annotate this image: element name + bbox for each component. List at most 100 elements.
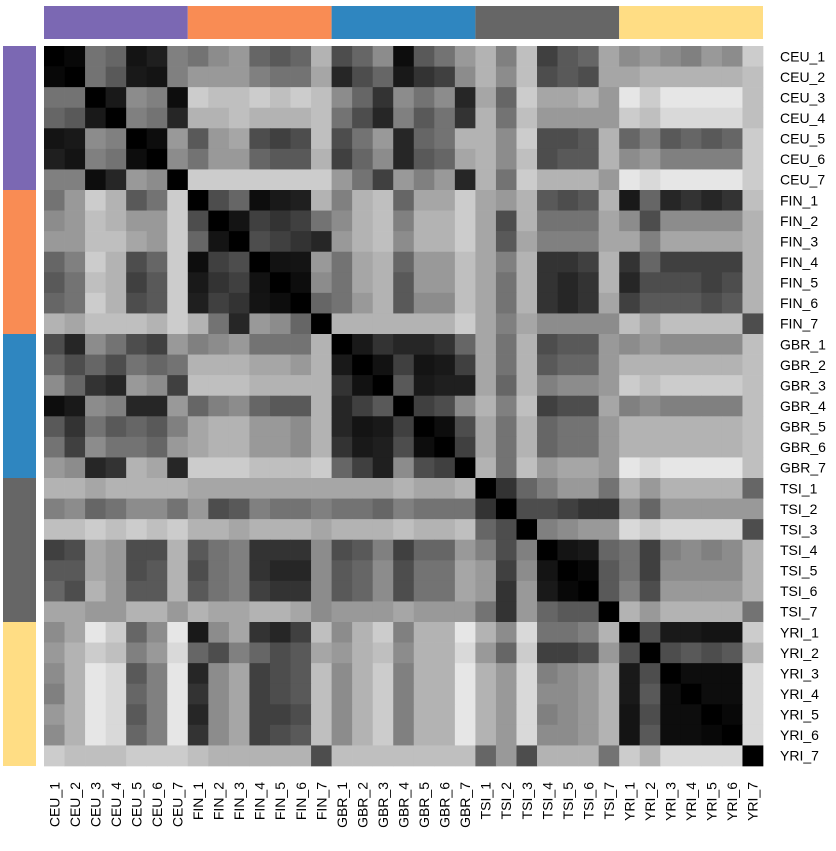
heatmap-cell-FIN_3-YRI_5 xyxy=(701,231,723,253)
heatmap-cell-GBR_6-FIN_6 xyxy=(290,436,312,458)
heatmap-cell-FIN_4-TSI_4 xyxy=(537,251,558,273)
heatmap-cell-GBR_4-GBR_5 xyxy=(413,395,435,417)
heatmap-cell-YRI_7-YRI_4 xyxy=(680,745,702,767)
heatmap-cell-YRI_1-FIN_1 xyxy=(187,622,209,643)
heatmap-cell-YRI_1-CEU_5 xyxy=(126,622,148,643)
heatmap-cell-YRI_3-FIN_3 xyxy=(228,663,250,685)
heatmap-cell-TSI_6-FIN_4 xyxy=(249,580,271,602)
heatmap-cell-GBR_4-FIN_7 xyxy=(311,395,332,417)
row-group-bar-tsi xyxy=(3,478,36,622)
heatmap-cell-TSI_7-YRI_4 xyxy=(680,601,702,623)
heatmap-cell-YRI_2-TSI_2 xyxy=(495,642,517,664)
heatmap-cell-FIN_3-FIN_1 xyxy=(187,231,209,253)
heatmap-cell-YRI_1-GBR_2 xyxy=(352,622,374,643)
heatmap-cell-TSI_1-YRI_6 xyxy=(721,478,743,499)
heatmap-cell-FIN_3-YRI_1 xyxy=(619,231,641,253)
heatmap-cell-TSI_1-TSI_6 xyxy=(578,478,599,499)
heatmap-cell-TSI_7-FIN_4 xyxy=(249,601,271,623)
heatmap-cell-FIN_7-FIN_7 xyxy=(311,313,332,335)
heatmap-cell-CEU_7-TSI_3 xyxy=(516,169,538,191)
heatmap-cell-TSI_4-TSI_2 xyxy=(495,539,517,561)
heatmap-cell-CEU_5-TSI_7 xyxy=(598,128,620,150)
heatmap-cell-TSI_1-TSI_7 xyxy=(598,478,620,499)
column-label: GBR_5 xyxy=(416,782,432,828)
heatmap-cell-GBR_4-FIN_5 xyxy=(269,395,291,417)
heatmap-cell-GBR_2-CEU_2 xyxy=(64,354,86,376)
heatmap-cell-TSI_3-GBR_3 xyxy=(372,519,394,541)
heatmap-cell-YRI_5-CEU_1 xyxy=(44,704,65,726)
heatmap-cell-GBR_2-YRI_7 xyxy=(742,354,764,376)
heatmap-cell-GBR_5-FIN_6 xyxy=(290,416,312,438)
heatmap-cell-CEU_4-CEU_4 xyxy=(105,107,127,129)
heatmap-cell-TSI_1-YRI_3 xyxy=(660,478,682,499)
heatmap-cell-CEU_4-TSI_5 xyxy=(557,107,579,129)
heatmap-cell-FIN_5-TSI_7 xyxy=(598,272,620,294)
column-label: FIN_7 xyxy=(313,782,329,820)
heatmap-cell-YRI_1-TSI_1 xyxy=(475,622,497,643)
heatmap-cell-CEU_2-YRI_6 xyxy=(721,66,743,88)
heatmap-cell-TSI_6-YRI_5 xyxy=(701,580,723,602)
heatmap-cell-YRI_3-YRI_2 xyxy=(639,663,661,685)
heatmap-cell-CEU_2-FIN_7 xyxy=(311,66,332,88)
heatmap-cell-FIN_4-TSI_6 xyxy=(578,251,599,273)
heatmap-cell-TSI_1-GBR_2 xyxy=(352,478,374,499)
heatmap-cell-FIN_5-FIN_6 xyxy=(290,272,312,294)
heatmap-cell-GBR_7-GBR_2 xyxy=(352,457,374,479)
heatmap-cell-CEU_3-GBR_3 xyxy=(372,87,394,109)
heatmap-cell-FIN_6-FIN_4 xyxy=(249,292,271,314)
heatmap-cell-YRI_4-YRI_7 xyxy=(742,683,764,705)
heatmap-cell-FIN_3-CEU_4 xyxy=(105,231,127,253)
heatmap-cell-TSI_5-CEU_3 xyxy=(85,560,106,582)
heatmap-cell-YRI_4-TSI_1 xyxy=(475,683,497,705)
heatmap-cell-FIN_2-FIN_6 xyxy=(290,210,312,232)
heatmap-cell-YRI_1-TSI_4 xyxy=(537,622,558,643)
heatmap-cell-CEU_1-TSI_7 xyxy=(598,46,620,67)
heatmap-cell-TSI_4-YRI_7 xyxy=(742,539,764,561)
heatmap-cell-GBR_7-GBR_4 xyxy=(393,457,415,479)
heatmap-cell-FIN_1-YRI_3 xyxy=(660,190,682,211)
heatmap-cell-TSI_4-GBR_1 xyxy=(331,539,353,561)
row-group-color-bar xyxy=(3,46,36,766)
heatmap-cell-YRI_3-CEU_1 xyxy=(44,663,65,685)
heatmap-cell-TSI_2-CEU_1 xyxy=(44,498,65,520)
heatmap-cell-CEU_6-TSI_1 xyxy=(475,148,497,170)
heatmap-cell-TSI_7-YRI_5 xyxy=(701,601,723,623)
heatmap-cell-YRI_6-CEU_5 xyxy=(126,724,148,746)
heatmap-cell-TSI_3-FIN_1 xyxy=(187,519,209,541)
heatmap-cell-GBR_5-GBR_2 xyxy=(352,416,374,438)
heatmap-cell-CEU_2-FIN_2 xyxy=(208,66,230,88)
heatmap-cell-TSI_5-CEU_7 xyxy=(167,560,189,582)
heatmap-cell-TSI_4-FIN_2 xyxy=(208,539,230,561)
heatmap-cell-YRI_5-FIN_5 xyxy=(269,704,291,726)
column-label: YRI_1 xyxy=(621,782,637,821)
row-label: YRI_4 xyxy=(780,686,819,702)
heatmap-cell-YRI_7-GBR_7 xyxy=(454,745,476,767)
heatmap-cell-CEU_2-YRI_2 xyxy=(639,66,661,88)
heatmap-cell-FIN_5-CEU_2 xyxy=(64,272,86,294)
row-group-bar-yri xyxy=(3,622,36,766)
heatmap-cell-CEU_5-YRI_2 xyxy=(639,128,661,150)
heatmap-cell-CEU_6-GBR_4 xyxy=(393,148,415,170)
heatmap-cell-FIN_3-TSI_7 xyxy=(598,231,620,253)
heatmap-cell-TSI_6-GBR_6 xyxy=(434,580,456,602)
heatmap-cell-TSI_7-GBR_3 xyxy=(372,601,394,623)
heatmap-cell-GBR_5-YRI_1 xyxy=(619,416,641,438)
heatmap-cell-TSI_7-YRI_1 xyxy=(619,601,641,623)
heatmap-cell-CEU_1-FIN_1 xyxy=(187,46,209,67)
heatmap-cell-YRI_2-FIN_3 xyxy=(228,642,250,664)
heatmap-cell-FIN_6-YRI_4 xyxy=(680,292,702,314)
heatmap-cell-YRI_1-GBR_1 xyxy=(331,622,353,643)
heatmap-cell-FIN_4-CEU_5 xyxy=(126,251,148,273)
heatmap-cell-YRI_6-TSI_3 xyxy=(516,724,538,746)
heatmap-cell-GBR_3-GBR_6 xyxy=(434,375,456,397)
heatmap-cell-TSI_3-TSI_5 xyxy=(557,519,579,541)
heatmap-cell-GBR_3-FIN_5 xyxy=(269,375,291,397)
heatmap-cell-CEU_5-YRI_4 xyxy=(680,128,702,150)
heatmap-cell-CEU_4-TSI_6 xyxy=(578,107,599,129)
heatmap-cell-FIN_1-CEU_5 xyxy=(126,190,148,211)
heatmap-cell-GBR_2-FIN_4 xyxy=(249,354,271,376)
heatmap-cell-FIN_3-TSI_1 xyxy=(475,231,497,253)
heatmap-cell-FIN_5-FIN_1 xyxy=(187,272,209,294)
heatmap-cell-FIN_7-FIN_1 xyxy=(187,313,209,335)
heatmap-cell-FIN_1-TSI_4 xyxy=(537,190,558,211)
